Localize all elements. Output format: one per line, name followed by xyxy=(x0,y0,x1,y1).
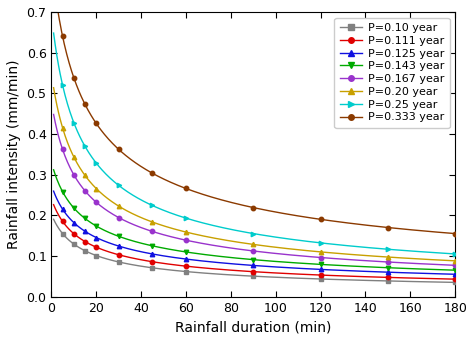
X-axis label: Rainfall duration (min): Rainfall duration (min) xyxy=(175,320,331,334)
Legend: P=0.10 year, P=0.111 year, P=0.125 year, P=0.143 year, P=0.167 year, P=0.20 year: P=0.10 year, P=0.111 year, P=0.125 year,… xyxy=(334,17,449,128)
Y-axis label: Rainfall intensity (mm/min): Rainfall intensity (mm/min) xyxy=(7,60,21,249)
